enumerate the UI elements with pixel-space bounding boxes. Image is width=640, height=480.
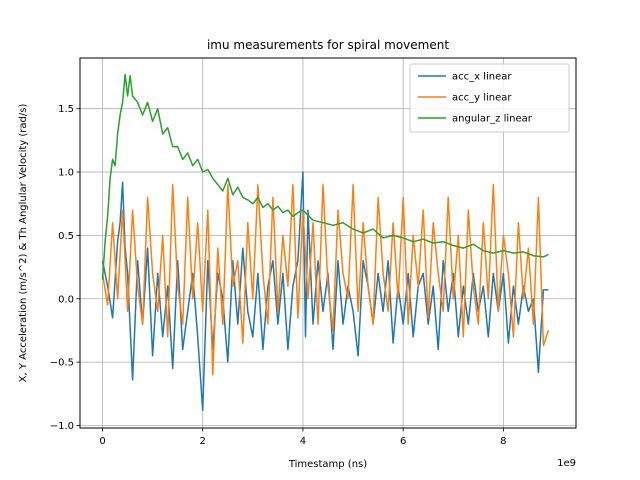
legend-label: acc_y linear: [452, 93, 512, 104]
y-tick-label: 0.0: [58, 294, 74, 305]
series-line: [101, 183, 550, 376]
x-tick-label: 2: [200, 436, 206, 447]
y-tick-label: 1.0: [58, 168, 74, 179]
x-tick-label: 4: [300, 436, 306, 447]
x-axis-label: Timestamp (ns): [288, 459, 367, 470]
series-line: [101, 73, 549, 280]
x-tick-label: 6: [400, 436, 406, 447]
axes-frame: [79, 57, 577, 429]
x-tick-label: 8: [500, 436, 506, 447]
chart-title: imu measurements for spiral movement: [207, 38, 449, 52]
legend-label: angular_z linear: [452, 114, 533, 125]
y-tick-label: 1.5: [58, 104, 74, 115]
y-axis-label: X, Y Acceleration (m/s^2) & Th Anglular …: [18, 104, 29, 383]
x-tick-label: 0: [99, 436, 105, 447]
x-offset-label: 1e9: [557, 458, 576, 469]
y-axis: −1.0 −0.5 0.0 0.5 1.0 1.5: [50, 104, 80, 432]
legend-label: acc_x linear: [452, 72, 512, 83]
series-line: [101, 171, 549, 412]
y-tick-label: −0.5: [50, 358, 74, 369]
y-tick-label: 0.5: [58, 231, 74, 242]
y-tick-label: −1.0: [50, 421, 74, 432]
series-group: [101, 73, 550, 412]
legend-box: [409, 63, 570, 133]
legend: acc_x linear acc_y linear angular_z linear: [409, 63, 570, 133]
x-axis: 0 2 4 6 8: [99, 428, 507, 447]
